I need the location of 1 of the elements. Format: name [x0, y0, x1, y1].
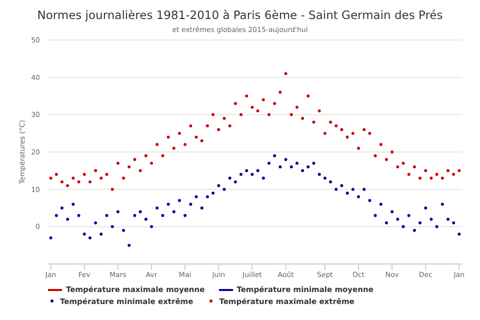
- chart-title: Normes journalières 1981-2010 à Paris 6ème - Saint Germain des Prés: [36, 8, 444, 22]
